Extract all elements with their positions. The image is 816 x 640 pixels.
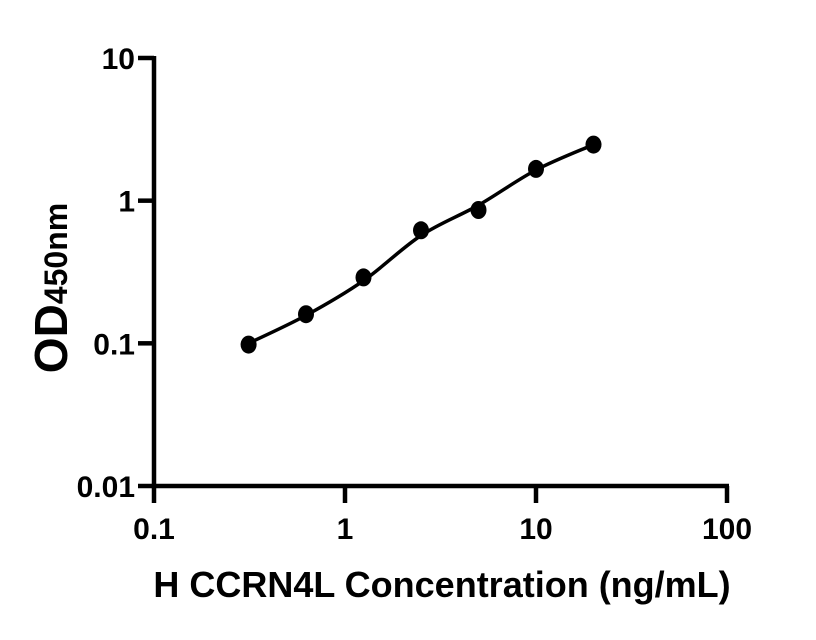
y-tick-label: 10 [102,43,135,76]
x-tick-label: 10 [519,513,552,546]
y-axis-title: OD450nm [25,203,77,373]
y-ticks-group [138,55,154,489]
y-axis-title-sub: 450nm [38,203,74,304]
data-point [355,268,372,287]
y-tick-label: 0.01 [77,471,135,504]
x-tick-label: 1 [337,513,354,546]
x-ticks-group [342,486,730,503]
x-tick-label: 0.1 [133,513,175,546]
y-tick-labels-group: 10 1 0.1 0.01 [77,43,135,504]
axes-group [151,56,729,503]
x-tick-label: 100 [702,513,752,546]
data-point [240,335,257,354]
y-tick-label: 0.1 [93,328,135,361]
data-point [298,305,314,324]
data-point [585,135,602,154]
data-point [470,201,487,219]
series-group [240,135,602,354]
x-tick-labels-group: 0.1 1 10 100 [133,513,752,546]
data-point [528,159,544,178]
data-point [413,221,429,240]
y-axis-title-main: OD [25,304,77,373]
x-axis-title: H CCRN4L Concentration (ng/mL) [153,564,730,605]
y-tick-label: 1 [118,186,135,219]
